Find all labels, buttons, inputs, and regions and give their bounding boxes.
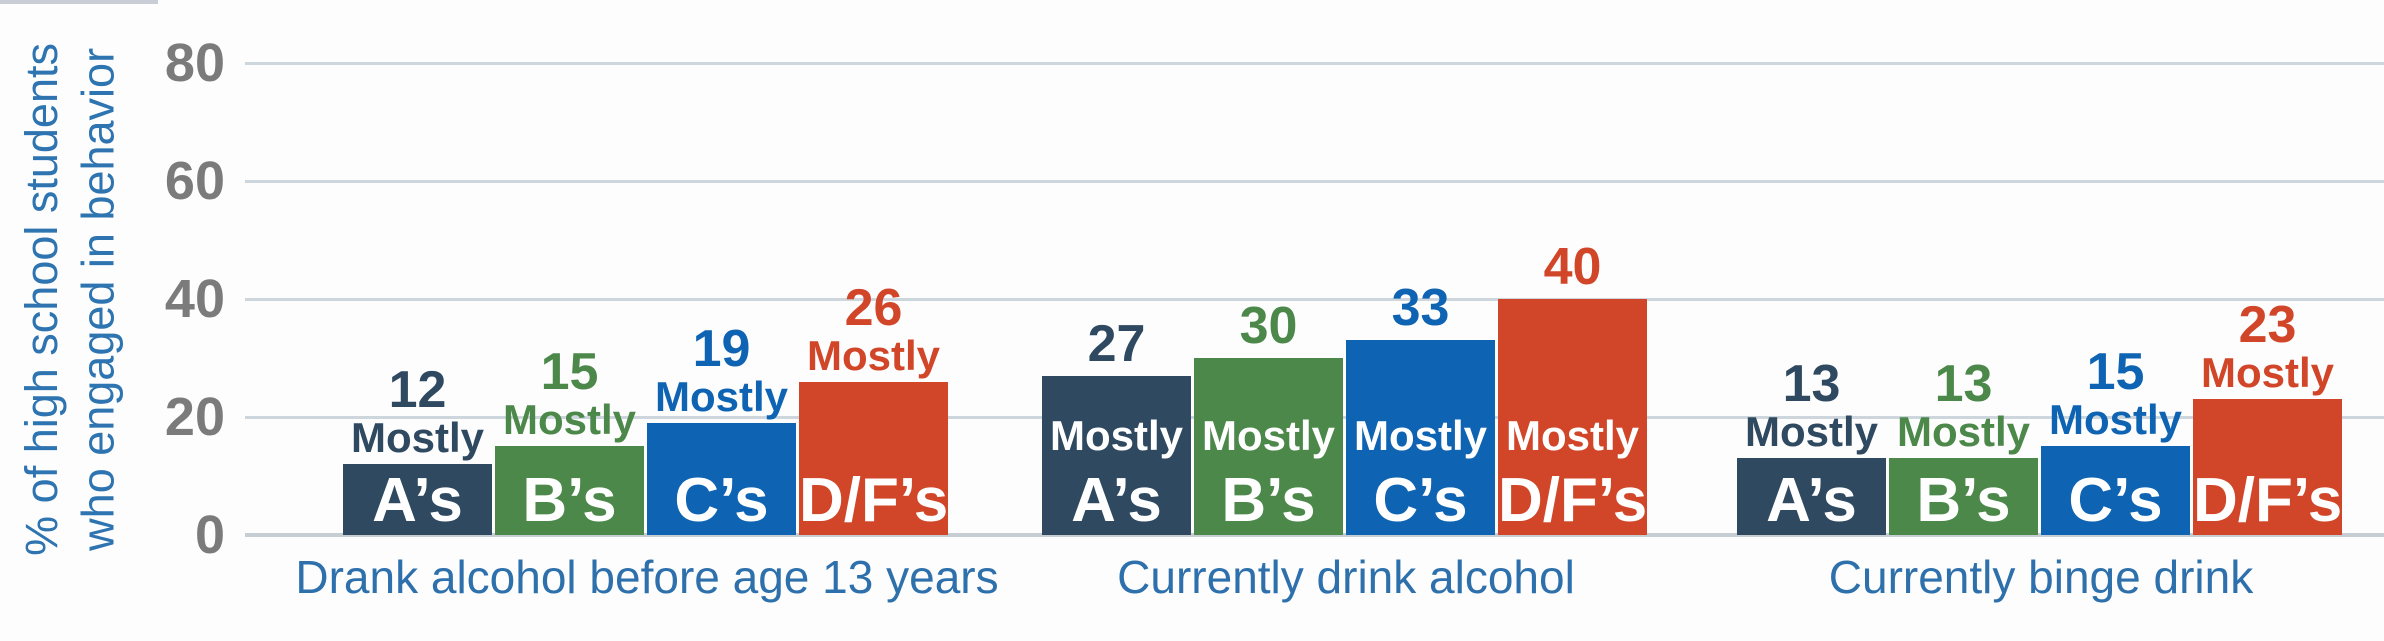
- value-number: 15: [540, 342, 599, 401]
- gridline-40: [245, 298, 2384, 301]
- mostly-label-inside: Mostly: [1049, 412, 1183, 459]
- mostly-label-outside: Mostly: [654, 373, 788, 420]
- mostly-label-outside: Mostly: [350, 414, 484, 461]
- value-number: 23: [2238, 295, 2297, 354]
- grade-label: D/F’s: [2193, 465, 2343, 535]
- value-number: 40: [1543, 237, 1602, 296]
- value-number: 19: [692, 319, 751, 378]
- bar-dfs-group2: 40 Mostly D/F’s: [1498, 240, 1648, 535]
- bar-bs-group1: 15 Mostly B’s: [495, 345, 644, 535]
- grade-label: C’s: [2068, 465, 2163, 535]
- grade-label: C’s: [674, 465, 769, 535]
- bar-value-label: 13 Mostly: [1883, 357, 2044, 458]
- bar-dfs-group3: 23 Mostly D/F’s: [2193, 298, 2343, 535]
- value-number: 13: [1782, 354, 1841, 413]
- y-tick-label-20: 20: [164, 387, 225, 447]
- bar-bs-group2: 30 Mostly B’s: [1194, 299, 1343, 535]
- bar-value-label: 12 Mostly: [337, 363, 498, 464]
- value-number: 33: [1391, 278, 1450, 337]
- grade-label: B’s: [1916, 465, 2011, 535]
- bar-value-label: 40: [1492, 240, 1653, 299]
- value-number: 26: [844, 278, 903, 337]
- grade-label: A’s: [1071, 465, 1162, 535]
- top-edge-strip: [0, 0, 158, 4]
- mostly-label-inside: Mostly: [1353, 412, 1487, 459]
- mostly-label-outside: Mostly: [1744, 408, 1878, 455]
- y-tick-label-40: 40: [164, 269, 225, 329]
- bar-as-group1: 12 Mostly A’s: [343, 363, 492, 535]
- bar-value-label: 13 Mostly: [1731, 357, 1892, 458]
- bar-value-label: 27: [1036, 317, 1197, 376]
- mostly-label-outside: Mostly: [2200, 349, 2334, 396]
- category-label-2: Currently drink alcohol: [1117, 551, 1575, 603]
- grade-label: A’s: [372, 465, 463, 535]
- category-label-3: Currently binge drink: [1828, 551, 2254, 603]
- bar-as-group3: 13 Mostly A’s: [1737, 357, 1886, 535]
- bar-cs-group3: 15 Mostly C’s: [2041, 345, 2190, 535]
- bar-value-label: 26 Mostly: [793, 281, 954, 382]
- gridline-60: [245, 180, 2384, 183]
- bar-value-label: 30: [1188, 299, 1349, 358]
- bar-value-label: 23 Mostly: [2187, 298, 2348, 399]
- y-tick-label-60: 60: [164, 151, 225, 211]
- bar-value-label: 15 Mostly: [489, 345, 650, 446]
- mostly-label-outside: Mostly: [502, 396, 636, 443]
- bar-value-label: 15 Mostly: [2035, 345, 2196, 446]
- value-number: 15: [2086, 342, 2145, 401]
- grade-label: D/F’s: [799, 465, 949, 535]
- grade-label: B’s: [1221, 465, 1316, 535]
- value-number: 27: [1087, 314, 1146, 373]
- grade-label: B’s: [522, 465, 617, 535]
- mostly-label-outside: Mostly: [1896, 408, 2030, 455]
- grade-label: C’s: [1373, 465, 1468, 535]
- mostly-label-inside: Mostly: [1505, 412, 1639, 459]
- bar-value-label: 33: [1340, 281, 1501, 340]
- value-number: 30: [1239, 296, 1298, 355]
- y-tick-label-80: 80: [164, 33, 225, 93]
- value-number: 12: [388, 360, 447, 419]
- bar-cs-group2: 33 Mostly C’s: [1346, 281, 1495, 535]
- mostly-label-outside: Mostly: [806, 332, 940, 379]
- bar-bs-group3: 13 Mostly B’s: [1889, 357, 2038, 535]
- bar-as-group2: 27 Mostly A’s: [1042, 317, 1191, 535]
- mostly-label-outside: Mostly: [2048, 396, 2182, 443]
- gridline-80: [245, 62, 2384, 65]
- grade-label: A’s: [1766, 465, 1857, 535]
- gridline-0: [245, 533, 2384, 537]
- bar-value-label: 19 Mostly: [641, 322, 802, 423]
- bar-cs-group1: 19 Mostly C’s: [647, 322, 796, 535]
- grade-label: D/F’s: [1498, 465, 1648, 535]
- y-tick-label-0: 0: [194, 505, 225, 565]
- value-number: 13: [1934, 354, 1993, 413]
- bar-dfs-group1: 26 Mostly D/F’s: [799, 281, 949, 535]
- category-label-1: Drank alcohol before age 13 years: [295, 551, 999, 603]
- mostly-label-inside: Mostly: [1201, 412, 1335, 459]
